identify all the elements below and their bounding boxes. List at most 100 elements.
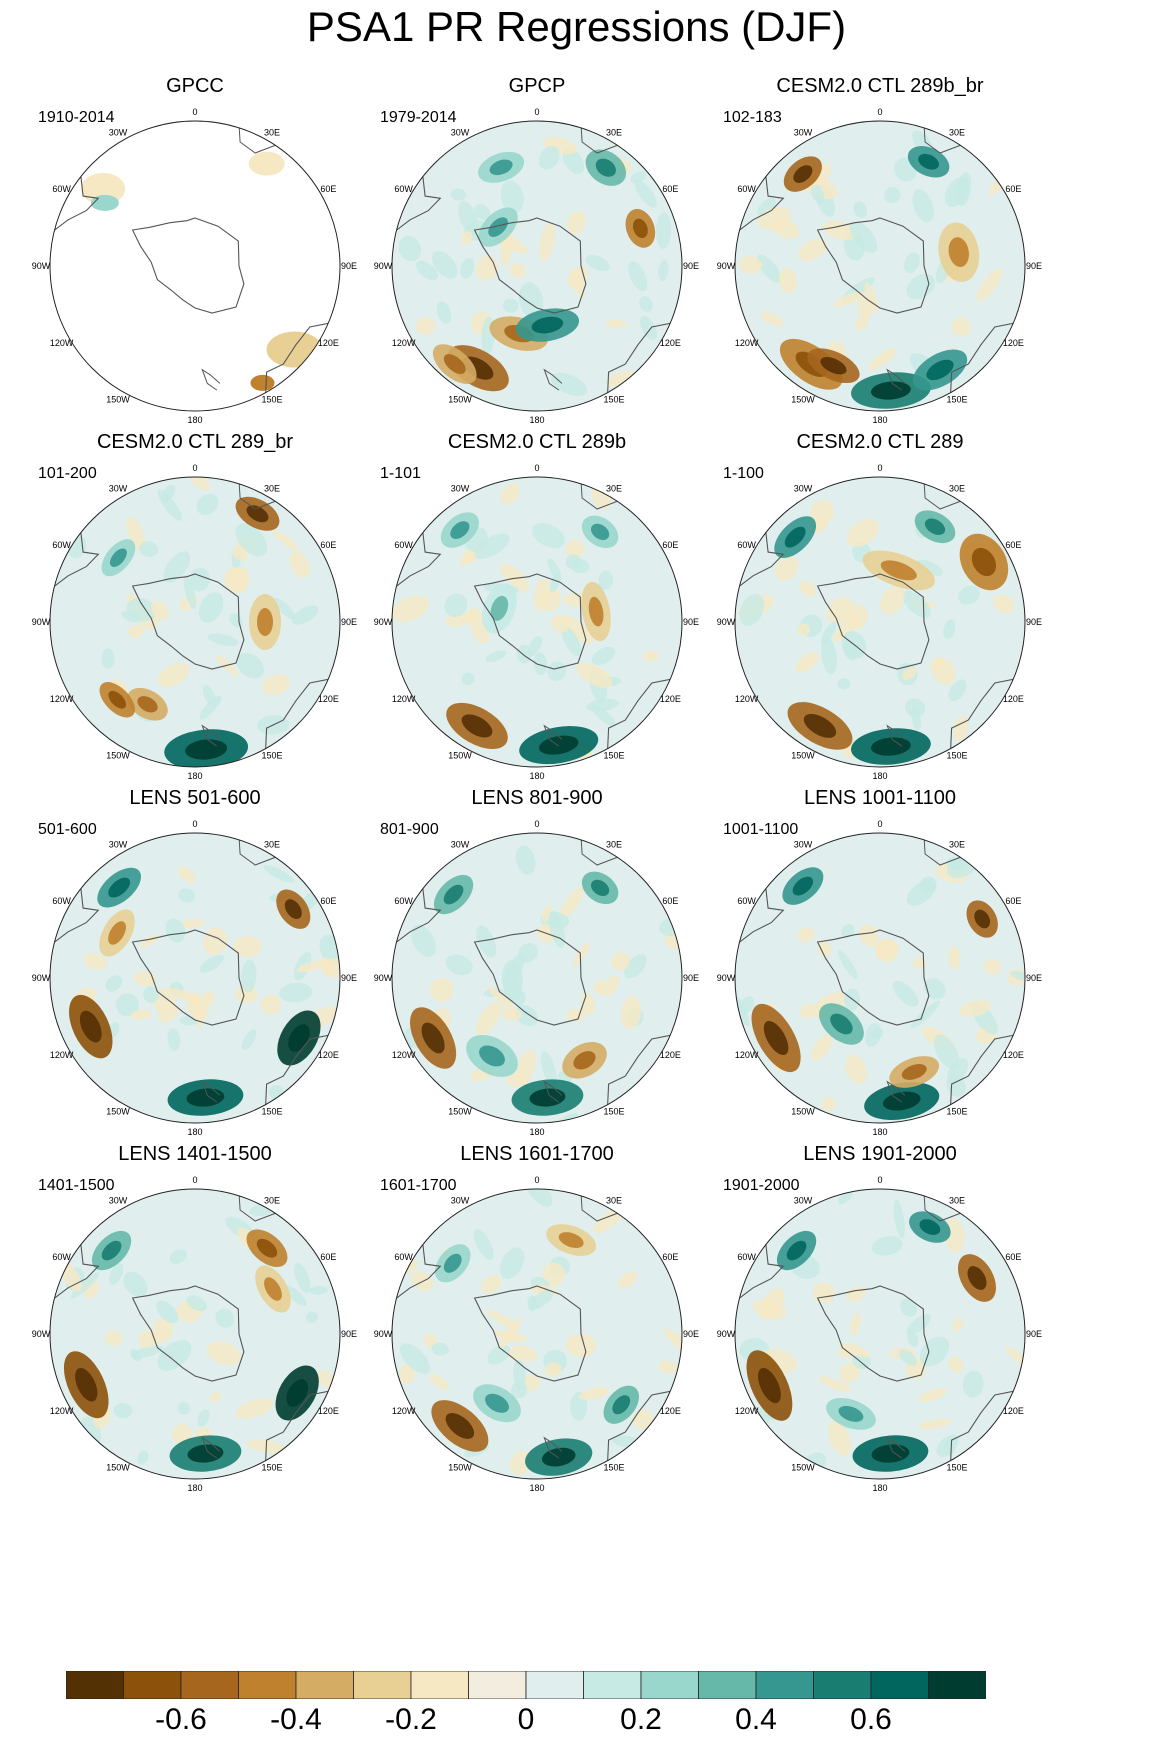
anomaly-patch bbox=[241, 959, 257, 993]
anomaly-patch bbox=[186, 477, 210, 491]
anomaly-patch bbox=[514, 1004, 539, 1027]
new-zealand-coastline bbox=[543, 1436, 563, 1459]
anomaly-patch bbox=[859, 924, 879, 947]
longitude-label: 180 bbox=[529, 1483, 544, 1493]
colorbar-segment bbox=[525, 1671, 584, 1699]
longitude-label: 90E bbox=[683, 1329, 699, 1339]
anomaly-patch bbox=[834, 291, 866, 307]
panel-year-range: 1979-2014 bbox=[380, 109, 457, 126]
anomaly-core bbox=[108, 690, 127, 709]
anomaly-patch bbox=[632, 1409, 653, 1429]
map-background bbox=[50, 477, 340, 767]
longitude-label: 30W bbox=[794, 128, 813, 138]
anomaly-core bbox=[870, 737, 911, 756]
longitude-label: 60W bbox=[394, 184, 413, 194]
new-zealand-coastline bbox=[543, 1080, 563, 1103]
longitude-label: 30W bbox=[109, 128, 128, 138]
anomaly-patch bbox=[518, 282, 544, 318]
longitude-label: 150W bbox=[448, 1462, 472, 1472]
anomaly-patch bbox=[839, 1342, 870, 1358]
antarctica-coastline bbox=[816, 929, 930, 1026]
anomaly-patch bbox=[948, 946, 961, 970]
anomaly-patch bbox=[598, 570, 614, 590]
longitude-label: 60E bbox=[662, 1252, 678, 1262]
anomaly-core bbox=[443, 884, 464, 905]
anomaly-patch bbox=[516, 1049, 536, 1086]
longitude-label: 60E bbox=[320, 184, 336, 194]
colorbar-segment bbox=[66, 1671, 124, 1699]
anomaly-patch bbox=[634, 179, 657, 208]
anomaly-patch bbox=[550, 615, 570, 633]
anomaly-patch bbox=[398, 235, 422, 262]
map-panel: 0 30E 60E 90E 120E 150E 180 150W 120W 90W 60W 30W CE… bbox=[10, 430, 380, 825]
anomaly-patch bbox=[778, 267, 797, 293]
anomaly-patch bbox=[561, 625, 582, 657]
anomaly-patch bbox=[130, 1009, 153, 1020]
anomaly-patch bbox=[415, 317, 436, 335]
anomaly-patch bbox=[476, 925, 497, 958]
panel-title: CESM2.0 CTL 289b_br bbox=[776, 75, 984, 97]
south-america-coastline bbox=[735, 525, 785, 592]
anomaly-patch bbox=[235, 523, 268, 557]
panel-title: LENS 1401-1500 bbox=[118, 1143, 272, 1165]
anomaly-patch bbox=[628, 261, 648, 292]
anomaly-patch bbox=[236, 652, 264, 679]
anomaly-patch bbox=[874, 938, 899, 960]
longitude-label: 30E bbox=[606, 484, 622, 494]
anomaly-patch bbox=[907, 1332, 919, 1347]
anomaly-patch bbox=[735, 995, 750, 1027]
anomaly-patch bbox=[528, 1289, 554, 1310]
anomaly-core bbox=[763, 1020, 789, 1056]
map-border bbox=[391, 832, 683, 1124]
map-panel: 0 30E 60E 90E 120E 150E 180 150W 120W 90W 60W 30W GP… bbox=[10, 74, 380, 469]
longitude-label: 0 bbox=[192, 107, 197, 117]
colorbar-segment bbox=[295, 1671, 354, 1699]
anomaly-patch bbox=[262, 674, 290, 695]
anomaly-patch bbox=[235, 1398, 273, 1419]
south-america-coastline bbox=[392, 525, 442, 592]
longitude-label: 120W bbox=[392, 1406, 416, 1416]
longitude-label: 120W bbox=[735, 338, 759, 348]
anomaly-patch bbox=[127, 624, 144, 638]
antarctica-coastline bbox=[816, 217, 930, 314]
south-america-coastline bbox=[50, 1237, 100, 1304]
map-border bbox=[734, 120, 1026, 412]
anomaly-patch bbox=[606, 370, 633, 387]
anomaly-patch bbox=[884, 186, 901, 204]
anomaly-patch bbox=[474, 204, 491, 221]
anomaly-patch bbox=[544, 1362, 562, 1378]
anomaly-core bbox=[187, 1444, 224, 1463]
longitude-label: 90E bbox=[683, 261, 699, 271]
figure-title: PSA1 PR Regressions (DJF) bbox=[306, 3, 847, 50]
longitude-label: 90E bbox=[341, 261, 357, 271]
anomaly-patch bbox=[139, 541, 159, 558]
longitude-label: 0 bbox=[877, 819, 882, 829]
anomaly-patch bbox=[919, 876, 937, 894]
anomaly-patch bbox=[121, 610, 141, 623]
panel-title: LENS 801-900 bbox=[471, 787, 603, 809]
anomaly-patch bbox=[273, 530, 299, 551]
anomaly-patch bbox=[953, 716, 969, 741]
anomaly-core bbox=[450, 521, 470, 539]
anomaly-patch bbox=[143, 986, 160, 1003]
australia-coastline bbox=[264, 1033, 335, 1111]
south-america-coastline bbox=[50, 881, 100, 948]
anomaly-patch bbox=[460, 258, 475, 279]
longitude-label: 120W bbox=[392, 694, 416, 704]
anomaly-patch bbox=[918, 1388, 947, 1402]
anomaly-core bbox=[924, 518, 946, 535]
anomaly-patch bbox=[959, 1000, 991, 1017]
panel-title: LENS 1901-2000 bbox=[803, 1143, 957, 1165]
anomaly-patch bbox=[540, 1051, 557, 1087]
anomaly-patch bbox=[933, 1034, 960, 1070]
colorbar-segment bbox=[468, 1671, 527, 1699]
longitude-label: 0 bbox=[534, 107, 539, 117]
map-panel: 0 30E 60E 90E 120E 150E 180 150W 120W 90W 60W 30W CE… bbox=[695, 74, 1065, 469]
panel-title: LENS 1001-1100 bbox=[804, 787, 956, 809]
longitude-label: 0 bbox=[877, 1175, 882, 1185]
anomaly-patch bbox=[501, 1007, 522, 1021]
anomaly-core bbox=[793, 165, 813, 183]
longitude-label: 120E bbox=[1003, 1406, 1024, 1416]
anomaly-patch bbox=[621, 996, 642, 1030]
map-background bbox=[735, 833, 1025, 1123]
